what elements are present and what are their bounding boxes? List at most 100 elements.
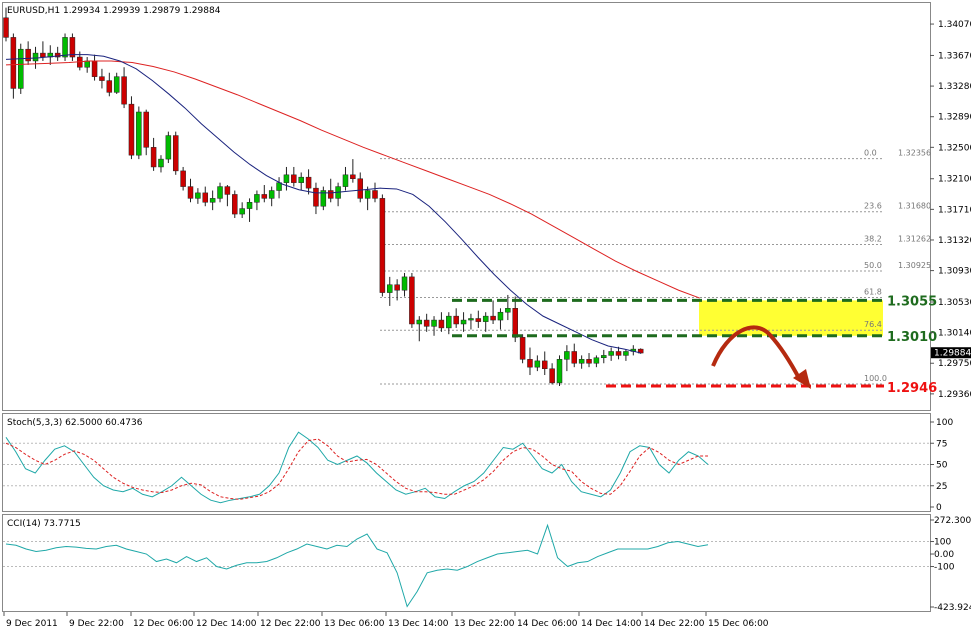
candle-body	[571, 351, 578, 364]
candle-body	[10, 37, 17, 89]
candle-body	[615, 351, 622, 356]
stoch-tick-label: 100	[936, 418, 953, 428]
cci-axis: 272.3005 100 0.00 -100 -423.924	[930, 516, 971, 613]
cci-header: CCI(14) 73.7715	[7, 519, 81, 529]
time-tick-label: 12 Dec 06:00	[133, 619, 194, 629]
candle-body	[327, 190, 334, 199]
time-tick-label: 9 Dec 2011	[6, 619, 58, 629]
price-tick-label: 1.30530	[938, 298, 971, 308]
candle-body	[601, 355, 607, 358]
candle-body	[475, 318, 482, 322]
candle-body	[217, 186, 223, 199]
stochastic-panel[interactable]	[2, 413, 931, 512]
resistance-zone	[699, 300, 883, 336]
candle-body	[106, 80, 113, 93]
candle-body	[527, 359, 533, 368]
candle-body	[25, 48, 31, 62]
time-axis: 9 Dec 2011 9 Dec 22:00 12 Dec 06:00 12 Dec …	[3, 612, 769, 629]
candle-body	[232, 194, 238, 215]
cci-level-lines	[3, 541, 930, 568]
moving-average-fast	[5, 54, 641, 354]
resistance-label-high: 1.3055	[887, 294, 937, 309]
price-tick-label: 1.29360	[938, 390, 971, 400]
candle-body	[387, 284, 393, 293]
cci-panel[interactable]	[2, 514, 931, 612]
candle-body	[556, 359, 563, 384]
stochastic-axis: 100 75 50 25 0	[930, 418, 953, 513]
candle-body	[409, 276, 415, 325]
last-price-marker	[931, 347, 971, 359]
stoch-tick-label: 0	[936, 503, 942, 513]
candle-body	[32, 52, 39, 62]
candle-body	[549, 368, 555, 384]
candle-body	[534, 360, 541, 368]
candle-body	[423, 319, 430, 327]
price-tick-label: 1.34070	[938, 20, 971, 30]
price-tick-label: 1.32100	[938, 175, 971, 185]
price-tick-label: 1.32890	[938, 113, 971, 123]
fib-level-label: 38.2	[864, 235, 882, 244]
candle-body	[283, 174, 290, 183]
time-tick-label: 14 Dec 22:00	[644, 619, 705, 629]
candle-body	[401, 276, 408, 291]
candle-body	[195, 192, 201, 199]
last-price-value: 1.29884	[934, 349, 971, 359]
fibonacci-retracement: 0.0 1.32356 23.6 1.31680 38.2 1.31262 50.0 1.30…	[380, 149, 931, 385]
time-tick-label: 14 Dec 06:00	[517, 619, 578, 629]
candle-body	[254, 194, 260, 203]
candle-body	[54, 52, 61, 58]
candle-body	[91, 60, 98, 77]
candle-body	[320, 190, 327, 207]
cci-tick-label: -100	[934, 563, 955, 573]
candle-body	[246, 202, 253, 209]
candle-body	[165, 135, 172, 160]
time-tick-label: 13 Dec 22:00	[454, 619, 515, 629]
fib-level-label: 76.4	[864, 320, 882, 329]
candle-body	[187, 186, 194, 199]
candle-body	[468, 318, 474, 321]
candle-body	[18, 48, 24, 89]
candle-body	[512, 308, 518, 338]
candle-body	[143, 111, 149, 148]
cci-tick-label: -423.924	[934, 603, 971, 613]
candle-body	[357, 178, 363, 199]
candle-body	[172, 135, 179, 172]
fib-level-label: 100.0	[864, 374, 887, 383]
price-tick-label: 1.31320	[938, 236, 971, 246]
fib-level-price: 1.32356	[898, 149, 931, 158]
candle-body	[586, 359, 592, 364]
candle-body	[84, 60, 90, 68]
cci-tick-label: 272.3005	[934, 516, 971, 526]
candle-body	[209, 198, 216, 203]
candle-body	[291, 174, 297, 183]
candle-body	[379, 198, 386, 293]
time-tick-label: 12 Dec 14:00	[196, 619, 257, 629]
candle-body	[62, 37, 68, 58]
candle-body	[446, 315, 452, 329]
time-tick-label: 15 Dec 06:00	[708, 619, 769, 629]
fib-level-label: 23.6	[864, 202, 882, 211]
main-price-panel[interactable]	[2, 2, 931, 411]
candle-body	[158, 158, 164, 168]
candle-body	[497, 311, 504, 321]
candle-body	[623, 351, 629, 356]
fib-level-label: 0.0	[864, 149, 877, 158]
price-tick-label: 1.31710	[938, 205, 971, 215]
stoch-tick-label: 25	[936, 482, 947, 492]
cci-line	[5, 523, 709, 608]
candle-body	[128, 103, 135, 156]
candlesticks	[3, 7, 644, 387]
fib-level-price: 1.31680	[898, 202, 931, 211]
stochastic-level-lines	[3, 442, 930, 487]
fib-level-label: 61.8	[864, 287, 882, 296]
candle-body	[490, 315, 496, 321]
candle-body	[268, 190, 275, 199]
candle-body	[313, 187, 319, 207]
candle-body	[150, 147, 157, 168]
candle-body	[505, 308, 511, 313]
time-tick-label: 9 Dec 22:00	[69, 619, 124, 629]
candle-body	[261, 194, 268, 199]
candle-body	[394, 284, 400, 291]
candle-body	[136, 111, 142, 156]
